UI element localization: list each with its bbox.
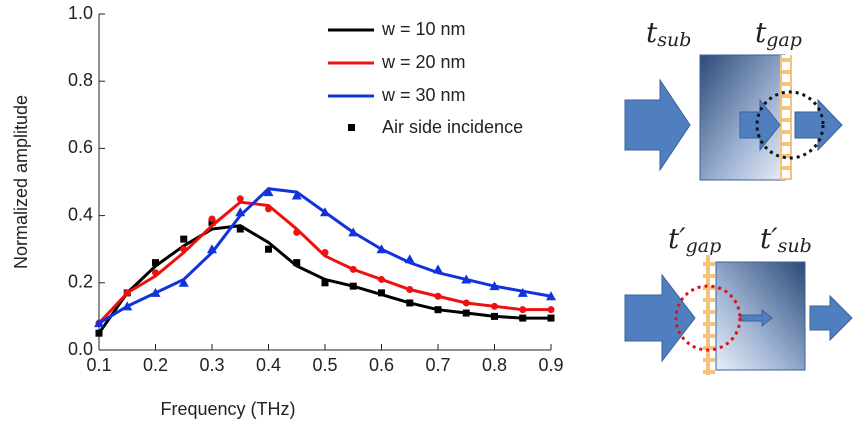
marker (461, 274, 472, 284)
legend-label: Air side incidence (382, 117, 523, 137)
marker (208, 215, 216, 223)
y-tick-label: 0.2 (68, 272, 93, 292)
marker (546, 291, 556, 301)
marker (433, 264, 443, 274)
marker (123, 289, 131, 297)
marker (349, 282, 357, 290)
marker (180, 245, 188, 253)
arrow (809, 294, 853, 342)
marker (547, 306, 555, 314)
marker (349, 265, 357, 273)
marker (489, 281, 500, 291)
marker (321, 279, 329, 287)
y-tick-label: 0.6 (68, 137, 93, 157)
x-tick-label: 0.5 (312, 355, 337, 375)
marker (94, 318, 104, 328)
marker (265, 205, 272, 213)
legend-label: w = 20 nm (381, 52, 466, 72)
marker (519, 314, 527, 322)
label: t′gap (668, 222, 721, 258)
marker (321, 249, 329, 257)
label: t′sub (760, 222, 812, 258)
x-tick-label: 0.2 (143, 355, 168, 375)
label: tgap (755, 16, 802, 52)
focus-circle (755, 90, 825, 160)
marker (293, 259, 301, 267)
marker (434, 306, 442, 314)
y-tick-label: 0.8 (68, 70, 93, 90)
marker (378, 275, 385, 283)
x-tick-label: 0.1 (86, 355, 111, 375)
plot: 0.0 0.2 0.4 0.6 0.8 1.0 0.1 0.2 0.3 0.4 0.5 0.6 0.7 0… (68, 3, 564, 375)
marker (236, 195, 244, 203)
marker (491, 302, 498, 310)
gap-layer (703, 255, 715, 375)
marker (517, 287, 528, 297)
marker (462, 299, 470, 307)
label: tsub (646, 16, 691, 52)
marker (519, 306, 527, 314)
x-tick-label: 0.4 (256, 355, 281, 375)
marker (178, 277, 189, 287)
x-tick-label: 0.3 (199, 355, 224, 375)
arrow (739, 98, 781, 152)
marker (263, 187, 274, 197)
marker (547, 314, 555, 322)
marker (348, 227, 359, 237)
marker (207, 244, 217, 254)
diagram: tsub tgap t′gap t′sub (624, 16, 853, 375)
y-axis-label: Normalized amplitude (11, 95, 31, 269)
marker (150, 287, 161, 297)
x-axis-label: Frequency (THz) (160, 399, 295, 419)
x-tick-label: 0.6 (369, 355, 394, 375)
marker (406, 299, 414, 307)
marker (235, 207, 246, 217)
x-tick-label: 0.9 (538, 355, 563, 375)
marker (378, 289, 385, 297)
marker (95, 329, 103, 337)
marker (236, 225, 244, 233)
y-tick-label: 1.0 (68, 3, 93, 23)
marker (406, 286, 414, 294)
x-tick-label: 0.8 (482, 355, 507, 375)
legend-label: w = 30 nm (381, 85, 466, 105)
arrow (624, 78, 691, 172)
marker (122, 301, 133, 311)
marker (265, 245, 272, 253)
marker (291, 190, 302, 200)
marker (152, 269, 159, 277)
legend-marker (348, 124, 355, 131)
marker (404, 254, 415, 264)
marker (152, 259, 159, 267)
y-tick-label: 0.0 (68, 339, 93, 359)
marker (462, 309, 470, 317)
line (97, 200, 551, 325)
marker (434, 292, 442, 300)
arrow (739, 308, 773, 328)
marker (293, 228, 301, 236)
arrow (794, 98, 843, 152)
marker (320, 207, 330, 217)
marker (180, 235, 188, 243)
marker (491, 312, 498, 320)
y-tick-label: 0.4 (68, 204, 93, 224)
legend-label: w = 10 nm (381, 19, 466, 39)
marker (376, 244, 387, 254)
x-tick-label: 0.7 (425, 355, 450, 375)
focus-circle (674, 284, 742, 352)
arrow (624, 273, 696, 363)
gap-layer (780, 55, 792, 180)
